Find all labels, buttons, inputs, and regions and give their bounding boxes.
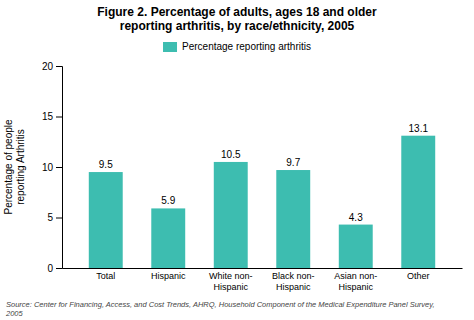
axis-line: [56, 67, 63, 269]
tick-mark: [56, 117, 62, 118]
legend-swatch: [163, 42, 177, 52]
tick-label: 20: [42, 61, 54, 72]
tick-mark: [56, 66, 62, 67]
tick: 20: [42, 61, 62, 72]
data-label: 9.7: [286, 157, 300, 168]
legend-label: Percentage reporting arthritis: [182, 41, 311, 52]
y-axis: 0 5 10 15 20: [42, 61, 63, 274]
text-line: White non-: [209, 271, 253, 281]
text-line: Source: Center for Financing, Access, an…: [6, 300, 435, 309]
tick-mark: [56, 218, 62, 219]
plot: 05101520TotalHispanicWhite non-HispanicB…: [42, 61, 463, 292]
text-line: Percentage of people: [3, 119, 14, 215]
text-line: Hispanic: [276, 282, 311, 292]
tick: 10: [42, 162, 62, 173]
bar: [401, 136, 435, 268]
text-line: Asian non-: [334, 271, 377, 281]
tick-label: 0: [47, 263, 53, 274]
text-line: Black non-: [272, 271, 315, 281]
data-label: 9.5: [99, 159, 113, 170]
text-line: Figure 2. Percentage of adults, ages 18 …: [97, 5, 377, 19]
tick-label: 15: [42, 111, 54, 122]
tick-mark: [56, 167, 62, 168]
bar: [276, 170, 310, 268]
tick-label: 10: [42, 162, 54, 173]
tick: Total: [96, 268, 115, 281]
bar: [214, 162, 248, 268]
data-label: 10.5: [221, 149, 241, 160]
text-line: reporting Arthritis: [15, 129, 26, 205]
tick: 0: [47, 263, 62, 274]
tick: 5: [47, 212, 62, 223]
annotation: Source: Center for Financing, Access, an…: [5, 300, 435, 318]
x-axis: TotalHispanicWhite non-HispanicBlack non…: [63, 268, 463, 292]
data-label: 5.9: [161, 195, 175, 206]
tick-label: Total: [96, 271, 115, 281]
bar: [339, 225, 373, 268]
axis-line: [63, 268, 463, 269]
tick: Other: [407, 268, 430, 281]
tick: Asian non-Hispanic: [334, 268, 377, 292]
tick-label: Hispanic: [151, 271, 186, 281]
chart: Figure 2. Percentage of adults, ages 18 …: [0, 0, 474, 320]
bar: [89, 172, 123, 268]
data-labels: 9.5 5.9 10.5 9.7 4.3 13.1: [99, 123, 429, 223]
text-line: 2005: [5, 309, 24, 318]
title: Figure 2. Percentage of adults, ages 18 …: [97, 5, 377, 33]
text-line: Hispanic: [151, 271, 186, 281]
legend: Percentage reporting arthritis: [163, 41, 311, 52]
tick-label: Asian non-Hispanic: [334, 271, 377, 291]
tick: White non-Hispanic: [209, 268, 253, 292]
data-label: 13.1: [409, 123, 429, 134]
tick-label: White non-Hispanic: [209, 271, 253, 291]
tick-label: Other: [407, 271, 430, 281]
tick-mark: [56, 268, 62, 269]
tick: Hispanic: [151, 268, 186, 281]
data-label: 4.3: [349, 212, 363, 223]
text-line: Total: [96, 271, 115, 281]
tick-label: 5: [47, 212, 53, 223]
text-line: Hispanic: [213, 282, 248, 292]
bar: [151, 208, 185, 268]
tick: Black non-Hispanic: [272, 268, 315, 292]
tick: 15: [42, 111, 62, 122]
y-axis-title: Percentage of peoplereporting Arthritis: [3, 119, 26, 215]
bars: [89, 136, 435, 268]
text-line: Other: [407, 271, 430, 281]
text-line: reporting arthritis, by race/ethnicity, …: [120, 19, 355, 33]
text-line: Hispanic: [338, 282, 373, 292]
legend-item: Percentage reporting arthritis: [163, 41, 311, 52]
tick-label: Black non-Hispanic: [272, 271, 315, 291]
